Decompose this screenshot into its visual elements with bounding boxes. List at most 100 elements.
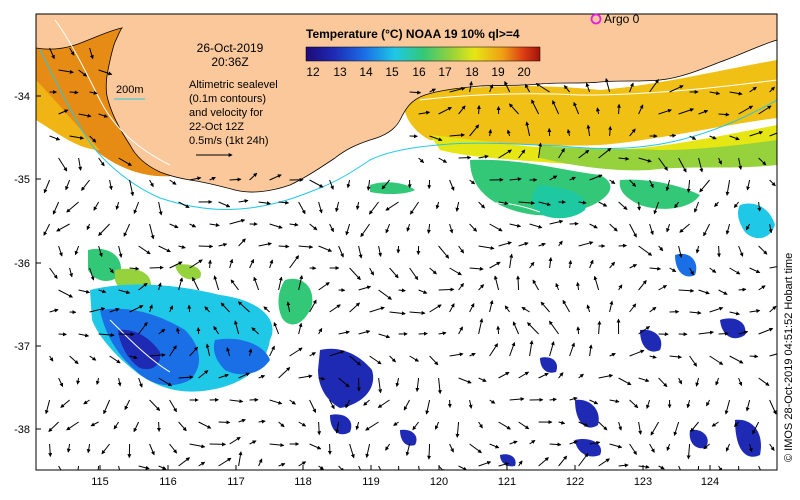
velocity-arrow (597, 320, 602, 335)
velocity-arrow (649, 266, 662, 271)
velocity-arrow (555, 282, 560, 291)
velocity-arrow (251, 327, 259, 335)
velocity-arrow (218, 457, 232, 467)
velocity-arrow (418, 110, 431, 115)
velocity-arrow (378, 377, 383, 394)
velocity-arrow (568, 259, 573, 269)
australia-landmass (36, 14, 777, 193)
isobath-legend-label: 200m (116, 84, 144, 96)
velocity-arrow (562, 299, 571, 313)
velocity-arrow (385, 201, 399, 211)
velocity-arrow (706, 399, 711, 407)
velocity-arrow (757, 201, 762, 212)
velocity-arrow (425, 399, 431, 415)
velocity-arrow (638, 464, 650, 469)
lat-tick-label: -35 (14, 174, 30, 186)
velocity-arrow (218, 420, 231, 425)
velocity-arrow (538, 242, 546, 247)
info-line: Altimetric sealevel (189, 79, 278, 91)
velocity-arrow (518, 200, 536, 205)
velocity-arrow (585, 82, 591, 93)
velocity-arrow (115, 201, 120, 210)
velocity-arrow (60, 399, 70, 408)
velocity-arrow (278, 200, 290, 205)
velocity-arrow (738, 157, 743, 170)
velocity-arrow (393, 421, 399, 426)
velocity-arrow (258, 375, 266, 379)
velocity-arrow (769, 132, 777, 137)
velocity-arrow (78, 157, 83, 171)
velocity-arrow (498, 462, 510, 467)
velocity-arrow (629, 303, 637, 313)
velocity-arrow (289, 222, 299, 227)
velocity-arrow (258, 458, 263, 467)
velocity-arrow (209, 176, 216, 181)
velocity-arrow (549, 341, 555, 357)
velocity-arrow (345, 223, 351, 236)
velocity-arrow (589, 174, 603, 181)
velocity-arrow (578, 200, 587, 205)
velocity-arrow (103, 399, 111, 415)
velocity-arrow (679, 223, 690, 233)
velocity-arrow (729, 311, 741, 316)
sst-patch (370, 182, 415, 195)
velocity-arrow (558, 420, 566, 425)
velocity-arrow (449, 267, 462, 276)
velocity-arrow (745, 223, 751, 231)
velocity-arrow (578, 421, 589, 427)
velocity-arrow (718, 112, 730, 117)
velocity-arrow (389, 355, 396, 363)
velocity-arrow (189, 223, 197, 228)
sst-patch (735, 419, 761, 457)
velocity-arrow (138, 377, 143, 388)
velocity-arrow (368, 201, 379, 215)
velocity-arrow (218, 242, 228, 247)
velocity-arrow (109, 307, 120, 313)
velocity-arrow (49, 355, 54, 362)
velocity-arrow (346, 179, 351, 189)
velocity-arrow (213, 275, 220, 291)
velocity-arrow (689, 355, 698, 367)
velocity-arrow (478, 377, 487, 382)
velocity-arrow (563, 85, 570, 93)
velocity-arrow (438, 157, 448, 163)
velocity-arrow (598, 373, 614, 379)
velocity-arrow (525, 121, 531, 137)
velocity-arrow (678, 288, 695, 293)
lon-tick-label: 119 (362, 476, 380, 488)
velocity-arrow (458, 465, 468, 470)
velocity-arrow (429, 135, 443, 142)
colorbar-gradient (305, 46, 541, 62)
velocity-arrow (703, 223, 711, 237)
velocity-arrow (89, 90, 98, 95)
velocity-arrow (666, 443, 671, 452)
velocity-arrow (149, 265, 164, 270)
velocity-arrow (101, 443, 110, 455)
velocity-arrow (469, 352, 476, 357)
sst-patch (640, 329, 662, 352)
lon-tick-label: 122 (566, 476, 584, 488)
velocity-arrow (365, 443, 371, 458)
velocity-arrow (43, 179, 51, 194)
velocity-arrow (769, 86, 775, 93)
plot-frame (35, 13, 778, 471)
velocity-arrow (729, 91, 743, 96)
velocity-arrow (273, 321, 280, 335)
velocity-arrow (363, 399, 370, 406)
velocity-arrow (406, 223, 411, 232)
velocity-arrow (298, 374, 313, 379)
velocity-arrow (689, 267, 694, 276)
velocity-arrow (58, 109, 69, 115)
velocity-arrow (638, 104, 644, 115)
velocity-arrow (78, 289, 91, 294)
velocity-arrow (729, 135, 740, 141)
colorbar-tick: 12 (306, 65, 320, 79)
velocity-arrow (476, 104, 481, 115)
velocity-arrow (429, 304, 442, 313)
velocity-arrow (149, 304, 153, 313)
velocity-arrow (138, 282, 148, 291)
velocity-arrow (360, 223, 371, 238)
velocity-arrow (549, 175, 558, 181)
velocity-arrow (329, 350, 345, 357)
velocity-arrow (646, 399, 651, 410)
